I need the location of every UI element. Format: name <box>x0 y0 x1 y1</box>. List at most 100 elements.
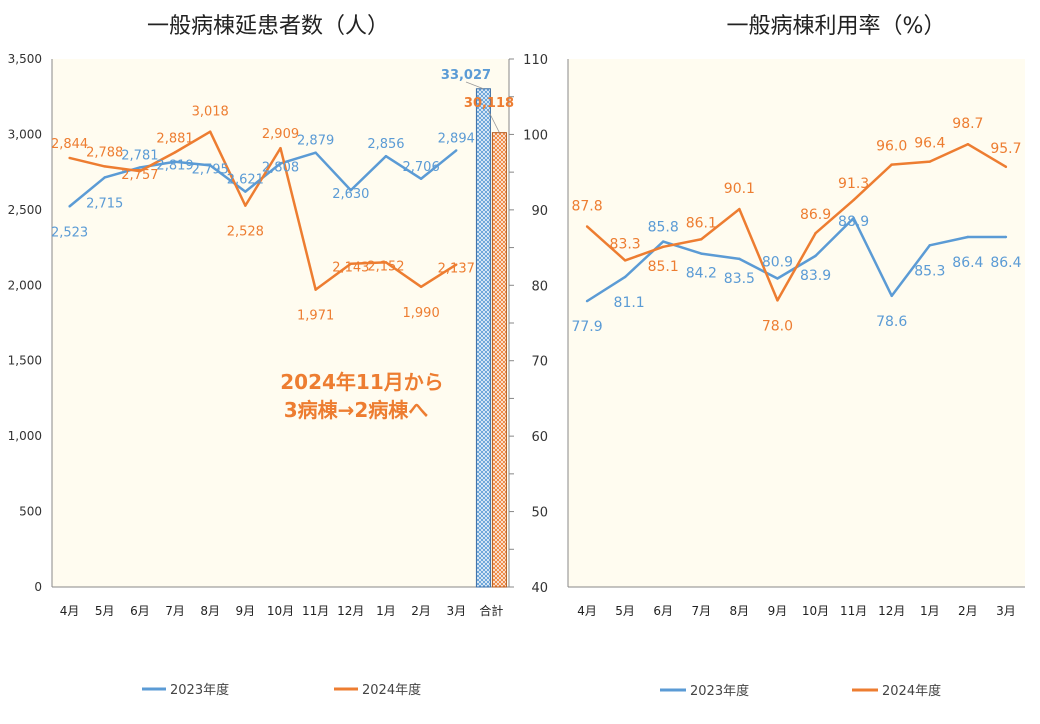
data-label-2024: 91.3 <box>838 176 869 192</box>
data-label-2023: 2,781 <box>121 148 158 163</box>
data-point <box>208 164 212 167</box>
x-tick-label: 12月 <box>337 604 364 618</box>
data-point <box>585 225 589 228</box>
y-tick-label: 3,000 <box>8 127 42 141</box>
data-point <box>384 154 388 158</box>
data-label-2024: 83.3 <box>610 236 641 252</box>
data-point <box>244 204 247 207</box>
legend-label-2023: 2023年度 <box>170 682 229 698</box>
data-label-2023: 77.9 <box>571 319 602 335</box>
total-label-2024: 30,118 <box>464 96 514 111</box>
x-tick-label: 10月 <box>802 604 829 618</box>
data-point <box>623 275 627 279</box>
data-point <box>279 146 282 150</box>
data-point <box>103 176 106 179</box>
data-point <box>776 277 779 280</box>
data-point <box>966 235 970 239</box>
y-tick-label: 100 <box>523 128 548 143</box>
y-tick-label: 50 <box>531 506 548 521</box>
data-label-2023: 2,715 <box>86 196 123 211</box>
series-line-2024年度 <box>586 142 1007 302</box>
data-label-2023: 86.4 <box>990 255 1021 271</box>
legend-label-2024: 2024年度 <box>882 683 941 699</box>
x-tick-label: 1月 <box>376 604 396 618</box>
y-tick-label: 1,000 <box>8 429 42 443</box>
x-tick-label: 10月 <box>267 604 294 618</box>
data-label-2024: 78.0 <box>762 318 793 334</box>
y-tick-label: 0 <box>34 580 42 594</box>
data-point <box>814 254 817 258</box>
data-point <box>623 259 627 262</box>
data-point <box>349 189 353 192</box>
data-label-2023: 2,808 <box>262 160 299 175</box>
y-tick-label: 110 <box>523 53 548 68</box>
data-label-2024: 2,143 <box>332 261 369 276</box>
total-leader-2023 <box>465 81 484 90</box>
legend-label-2024: 2024年度 <box>362 682 421 698</box>
y-tick-label: 90 <box>531 204 548 219</box>
data-point <box>776 299 779 302</box>
data-label-2023: 81.1 <box>614 295 645 311</box>
y-tick-label: 1,500 <box>8 354 42 368</box>
data-label-2024: 1,990 <box>403 306 440 321</box>
data-point <box>419 285 423 288</box>
data-label-2023: 86.4 <box>952 255 983 271</box>
data-label-2024: 2,137 <box>438 262 475 277</box>
x-tick-label: 6月 <box>653 604 673 618</box>
data-point <box>173 151 177 154</box>
data-point <box>700 238 703 241</box>
x-tick-label: 4月 <box>577 604 597 618</box>
chart-title: 一般病棟延患者数（人） <box>147 14 389 39</box>
x-tick-label: 2月 <box>958 604 978 618</box>
y-tick-label: 3,500 <box>8 52 42 66</box>
data-point <box>814 232 817 235</box>
x-tick-label: 8月 <box>200 604 220 618</box>
data-label-2023: 2,523 <box>51 225 88 240</box>
y-tick-label: 80 <box>531 279 548 294</box>
data-label-2024: 96.0 <box>876 139 907 155</box>
x-tick-label: 9月 <box>236 604 256 618</box>
data-point <box>138 166 142 169</box>
data-label-2023: 88.9 <box>838 214 869 230</box>
data-label-2024: 2,528 <box>227 225 264 240</box>
annotation-line1: 2024年11月から <box>280 370 444 394</box>
data-label-2024: 2,757 <box>121 168 158 183</box>
data-point <box>455 149 458 152</box>
data-label-2023: 2,706 <box>403 160 440 175</box>
data-point <box>455 263 458 266</box>
data-label-2023: 85.3 <box>914 263 945 279</box>
data-label-2024: 86.1 <box>686 215 717 231</box>
x-tick-label: 3月 <box>446 604 466 618</box>
data-point <box>1004 235 1008 239</box>
data-label-2024: 3,018 <box>192 105 229 120</box>
data-point <box>173 160 177 163</box>
data-point <box>928 244 931 247</box>
total-bar-2024 <box>491 132 507 588</box>
data-label-2023: 78.6 <box>876 314 907 330</box>
x-tick-label: 2月 <box>411 604 431 618</box>
data-point <box>890 163 893 166</box>
data-label-2023: 2,819 <box>156 159 193 174</box>
total-label-2023: 33,027 <box>441 68 491 83</box>
x-tick-label: 合計 <box>479 603 503 618</box>
data-label-2024: 2,152 <box>367 259 404 274</box>
data-label-2023: 83.9 <box>800 268 831 284</box>
data-point <box>314 151 317 154</box>
data-point <box>419 177 423 180</box>
data-point <box>928 160 931 163</box>
data-label-2023: 83.5 <box>724 271 755 287</box>
data-label-2024: 2,881 <box>156 131 193 146</box>
x-tick-label: 11月 <box>840 604 867 618</box>
data-label-2024: 96.4 <box>914 136 945 152</box>
y-tick-label: 40 <box>531 581 548 596</box>
x-tick-label: 5月 <box>615 604 635 618</box>
data-point <box>585 299 589 303</box>
data-point <box>244 190 247 193</box>
data-point <box>852 216 855 220</box>
data-label-2024: 95.7 <box>990 141 1021 157</box>
data-label-2023: 2,630 <box>332 187 369 202</box>
data-label-2023: 84.2 <box>686 266 717 282</box>
x-tick-label: 8月 <box>730 604 750 618</box>
data-label-2023: 2,621 <box>227 173 264 188</box>
